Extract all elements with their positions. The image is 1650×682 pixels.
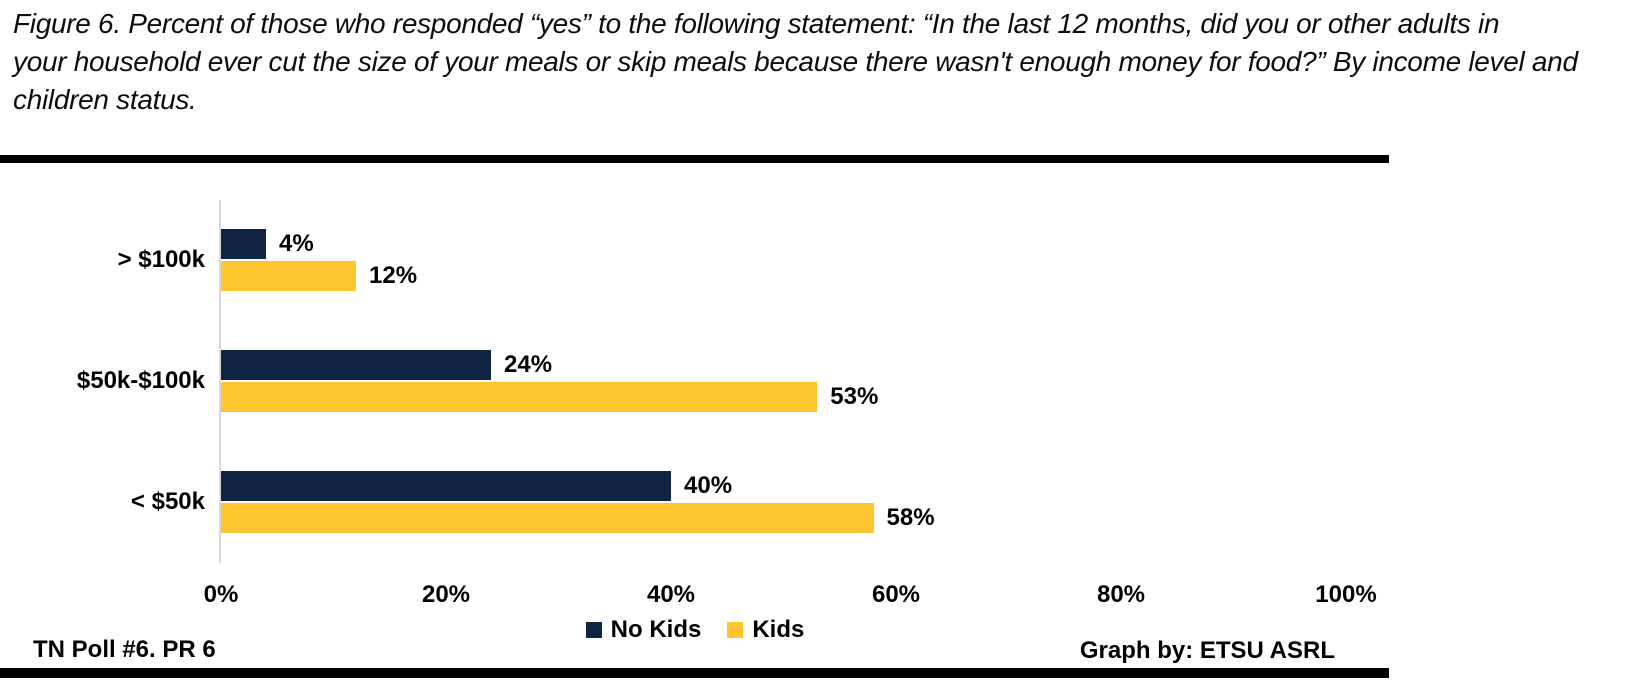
value-label-no-kids-100k: 4%	[279, 230, 314, 257]
figure-title: Figure 6. Percent of those who responded…	[13, 5, 1578, 119]
legend-item-no-kids: No Kids	[585, 616, 702, 644]
bar-no-kids-100k	[221, 229, 266, 259]
value-label-kids-50k-100k: 53%	[830, 383, 879, 410]
x-tick-label-100: 100%	[1315, 581, 1377, 608]
category-label-100k: > $100k	[117, 246, 205, 273]
figure-title-line-3: children status.	[13, 84, 197, 115]
x-tick-label-0: 0%	[203, 581, 239, 608]
top-rule	[0, 155, 1389, 163]
figure-title-line-1: Figure 6. Percent of those who responded…	[13, 8, 1500, 39]
x-tick-label-40: 40%	[646, 581, 696, 608]
legend-swatch-kids	[727, 622, 744, 638]
value-label-no-kids-50k-100k: 24%	[504, 351, 553, 378]
bar-kids-100k	[221, 261, 356, 291]
y-axis-line	[219, 200, 221, 563]
chart-legend: No Kids Kids	[0, 616, 1390, 644]
legend-label-kids: Kids	[752, 616, 805, 643]
legend-label-no-kids: No Kids	[610, 616, 702, 643]
value-label-kids-50k: 58%	[886, 504, 935, 531]
bottom-rule	[0, 668, 1389, 678]
category-label-50k-100k: $50k-$100k	[76, 367, 205, 394]
bar-no-kids-50k	[221, 471, 671, 501]
credit-note: Graph by: ETSU ASRL	[1079, 637, 1335, 664]
legend-swatch-no-kids	[585, 622, 602, 638]
bar-kids-50k	[221, 503, 874, 533]
bar-kids-50k-100k	[221, 382, 818, 412]
value-label-no-kids-50k: 40%	[684, 472, 733, 499]
source-note: TN Poll #6. PR 6	[33, 636, 216, 663]
value-label-kids-100k: 12%	[369, 262, 418, 289]
category-label-50k: < $50k	[130, 488, 205, 515]
x-tick-label-60: 60%	[871, 581, 921, 608]
x-tick-label-80: 80%	[1096, 581, 1146, 608]
bar-no-kids-50k-100k	[221, 350, 491, 380]
x-tick-label-20: 20%	[421, 581, 471, 608]
figure-title-line-2: your household ever cut the size of your…	[13, 46, 1578, 77]
legend-item-kids: Kids	[727, 616, 804, 644]
